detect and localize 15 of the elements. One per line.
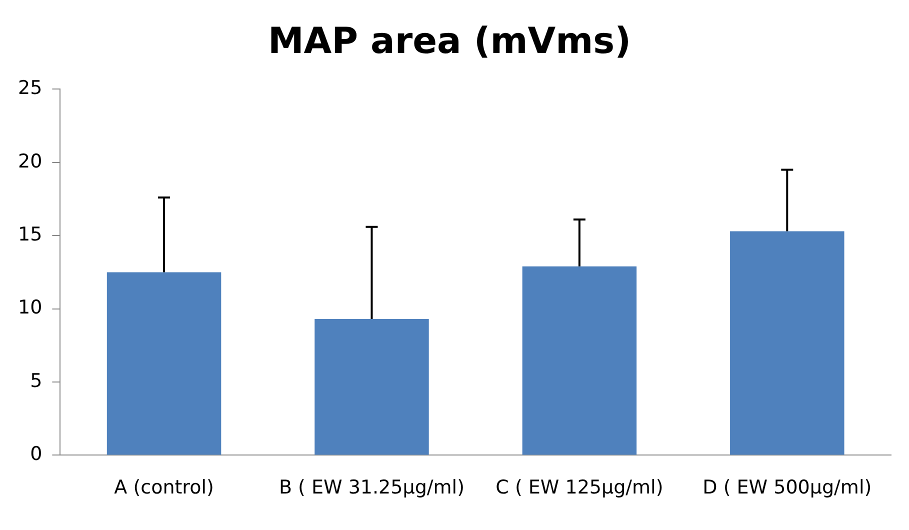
chart-title: MAP area (mVms) [268, 20, 632, 62]
bar [106, 272, 222, 455]
y-tick-label: 25 [18, 77, 42, 100]
y-tick-label: 15 [18, 224, 42, 246]
x-tick-label: B ( EW 31.25µg/ml) [278, 476, 464, 499]
y-tick-label: 5 [30, 370, 42, 392]
x-tick-label: A (control) [114, 476, 214, 499]
x-tick-label: D ( EW 500µg/ml) [702, 476, 872, 499]
bar [730, 231, 844, 455]
x-tick-label: C ( EW 125µg/ml) [496, 476, 664, 499]
y-tick-label: 0 [30, 443, 42, 466]
bar [522, 266, 637, 455]
bar [314, 319, 429, 455]
y-tick-label: 20 [18, 150, 42, 172]
y-tick-label: 10 [18, 296, 42, 319]
